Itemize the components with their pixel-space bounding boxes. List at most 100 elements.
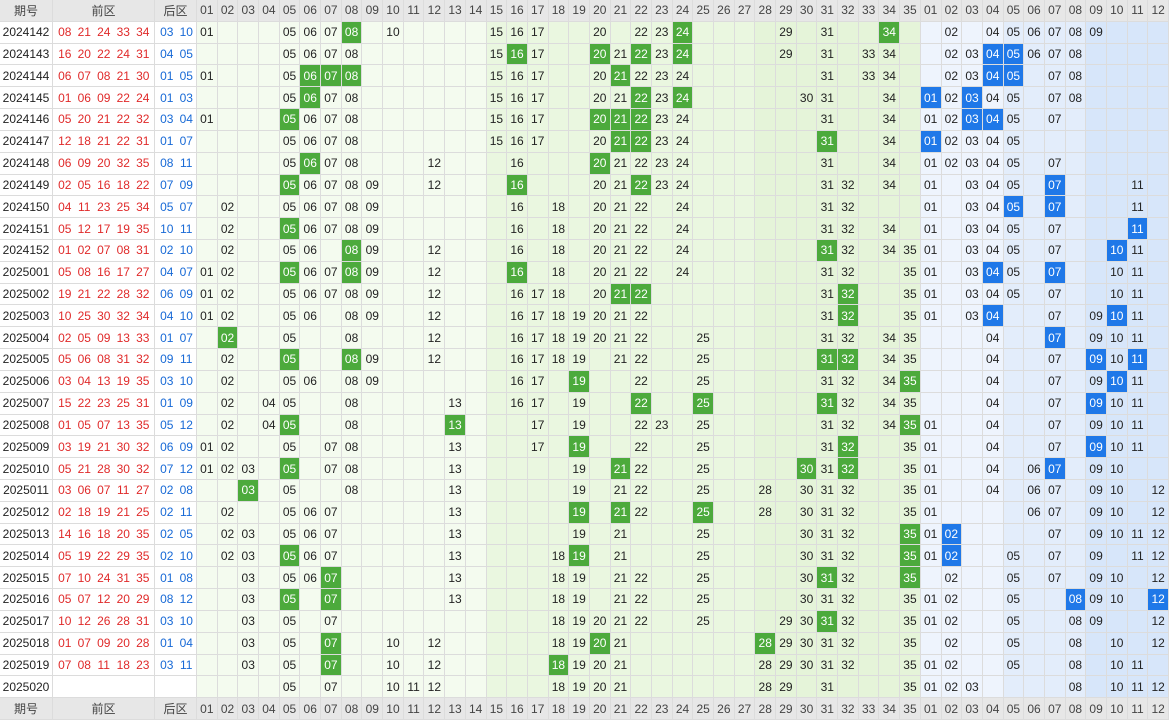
front-bg [383, 480, 404, 502]
front-bg [238, 109, 260, 131]
front-trend-cell: 25 [693, 370, 714, 393]
front-bg [734, 283, 756, 306]
front-bg [465, 436, 487, 459]
front-bg [300, 327, 322, 350]
front-number: 32 [136, 112, 150, 127]
back-number: 07 [179, 199, 193, 214]
back-bg [1148, 392, 1169, 415]
front-trend-cell: 30 [796, 610, 818, 633]
front-bg [486, 174, 508, 197]
front-bg [589, 349, 611, 371]
front-bg [197, 370, 218, 393]
back-trend-cell: 11 [1127, 349, 1149, 371]
front-numbers: 03 04 13 19 35 [53, 370, 155, 393]
front-number: 06 [77, 352, 91, 367]
front-trend-cell: 32 [838, 327, 859, 350]
front-bg [362, 480, 384, 502]
front-bg [238, 414, 260, 437]
front-trend-cell: 16 [507, 87, 528, 110]
back-numbers: 01 07 [155, 130, 197, 153]
footer-col: 25 [693, 698, 714, 720]
front-bg [465, 370, 487, 393]
back-bg [1044, 130, 1066, 153]
back-number: 12 [179, 417, 193, 432]
front-trend-cell: 15 [486, 21, 508, 44]
header-back: 后区 [155, 0, 197, 22]
front-trend-cell: 20 [589, 218, 611, 240]
front-trend-cell: 01 [197, 436, 218, 459]
front-bg [776, 436, 797, 459]
front-bg [527, 501, 549, 524]
front-trend-cell: 21 [610, 174, 632, 197]
back-trend-cell: 04 [982, 130, 1004, 153]
back-number: 10 [160, 221, 174, 236]
front-bg [362, 458, 384, 480]
back-trend-cell: 09 [1086, 567, 1107, 590]
back-bg [1127, 43, 1149, 66]
front-bg [610, 436, 632, 459]
front-bg [259, 676, 280, 699]
front-number: 01 [58, 417, 72, 432]
front-bg [569, 43, 590, 66]
back-trend-cell: 04 [982, 458, 1004, 480]
front-bg [362, 152, 384, 175]
back-trend-cell: 09 [1086, 480, 1107, 502]
front-bg [714, 130, 735, 153]
back-trend-cell: 10 [1106, 676, 1128, 699]
front-number: 32 [136, 439, 150, 454]
back-bg [1024, 240, 1045, 262]
front-trend-cell: 20 [589, 196, 611, 219]
front-bg [383, 261, 404, 284]
back-numbers: 04 10 [155, 305, 197, 328]
front-bg [197, 349, 218, 371]
front-bg [589, 458, 611, 480]
front-number: 28 [136, 636, 150, 651]
back-trend-cell: 04 [982, 196, 1004, 219]
front-bg [341, 589, 363, 611]
front-trend-cell: 03 [238, 567, 260, 590]
front-trend-cell: 08 [341, 349, 363, 371]
front-trend-cell: 06 [300, 305, 322, 328]
back-trend-cell: 08 [1065, 65, 1087, 88]
front-trend-cell: 02 [217, 305, 239, 328]
front-trend-cell: 22 [631, 240, 652, 262]
front-trend-cell: 02 [217, 327, 239, 350]
front-bg [507, 523, 528, 546]
front-trend-cell: 30 [796, 654, 818, 677]
front-bg [300, 480, 322, 502]
back-bg [1127, 65, 1149, 88]
front-number: 25 [116, 396, 130, 411]
front-number: 22 [77, 396, 91, 411]
back-number: 08 [160, 156, 174, 171]
front-bg [197, 632, 218, 655]
front-bg [776, 327, 797, 350]
front-trend-cell: 01 [197, 458, 218, 480]
front-bg [527, 240, 549, 262]
front-bg [403, 130, 425, 153]
front-bg [548, 436, 570, 459]
front-bg [238, 676, 260, 699]
front-bg [341, 545, 363, 568]
back-trend-cell: 11 [1127, 174, 1149, 197]
back-trend-cell: 09 [1086, 21, 1107, 44]
front-bg [403, 610, 425, 633]
front-bg [197, 196, 218, 219]
header-col: 09 [362, 0, 384, 22]
front-bg [610, 370, 632, 393]
back-trend-cell: 12 [1148, 676, 1169, 699]
front-bg [651, 327, 673, 350]
back-trend-cell: 10 [1106, 349, 1128, 371]
back-bg [962, 610, 983, 633]
back-bg [1024, 87, 1045, 110]
front-bg [507, 632, 528, 655]
footer-col: 04 [259, 698, 280, 720]
front-bg [672, 545, 694, 568]
front-number: 03 [58, 374, 72, 389]
front-number: 02 [77, 243, 91, 258]
back-trend-cell: 03 [962, 152, 983, 175]
back-trend-cell: 07 [1044, 283, 1066, 306]
back-bg [1148, 109, 1169, 131]
front-bg [424, 545, 446, 568]
front-bg [403, 43, 425, 66]
back-bg [1024, 283, 1045, 306]
